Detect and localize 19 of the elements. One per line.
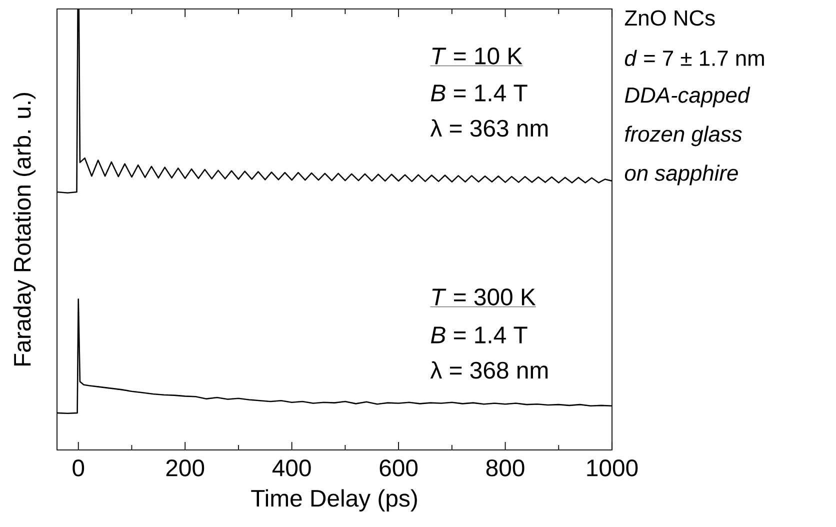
- annotation: λ = 363 nm: [430, 119, 548, 137]
- x-tick-label: 800: [486, 459, 524, 476]
- x-axis-title: Time Delay (ps): [251, 489, 417, 512]
- x-tick-label: 200: [166, 459, 204, 476]
- x-tick-label: 600: [380, 459, 418, 476]
- x-tick-label: 1000: [587, 459, 638, 476]
- annotation: T = 300 K: [432, 288, 536, 306]
- y-axis-title: Faraday Rotation (arb. u.): [13, 93, 36, 366]
- text: DDA-capped: [624, 86, 750, 108]
- text: d = 7 ± 1.7 nm: [624, 50, 764, 66]
- x-tick-label: 0: [72, 459, 84, 476]
- annotation: T = 10 K: [432, 48, 522, 64]
- annotation: B = 1.4 T: [430, 84, 528, 102]
- annotation: λ = 368 nm: [430, 361, 548, 379]
- text: frozen glass: [624, 126, 742, 146]
- text: ZnO NCs: [624, 10, 715, 26]
- text: on sapphire: [624, 164, 738, 186]
- annotation: B = 1.4 T: [430, 326, 528, 344]
- x-tick-label: 400: [272, 459, 311, 476]
